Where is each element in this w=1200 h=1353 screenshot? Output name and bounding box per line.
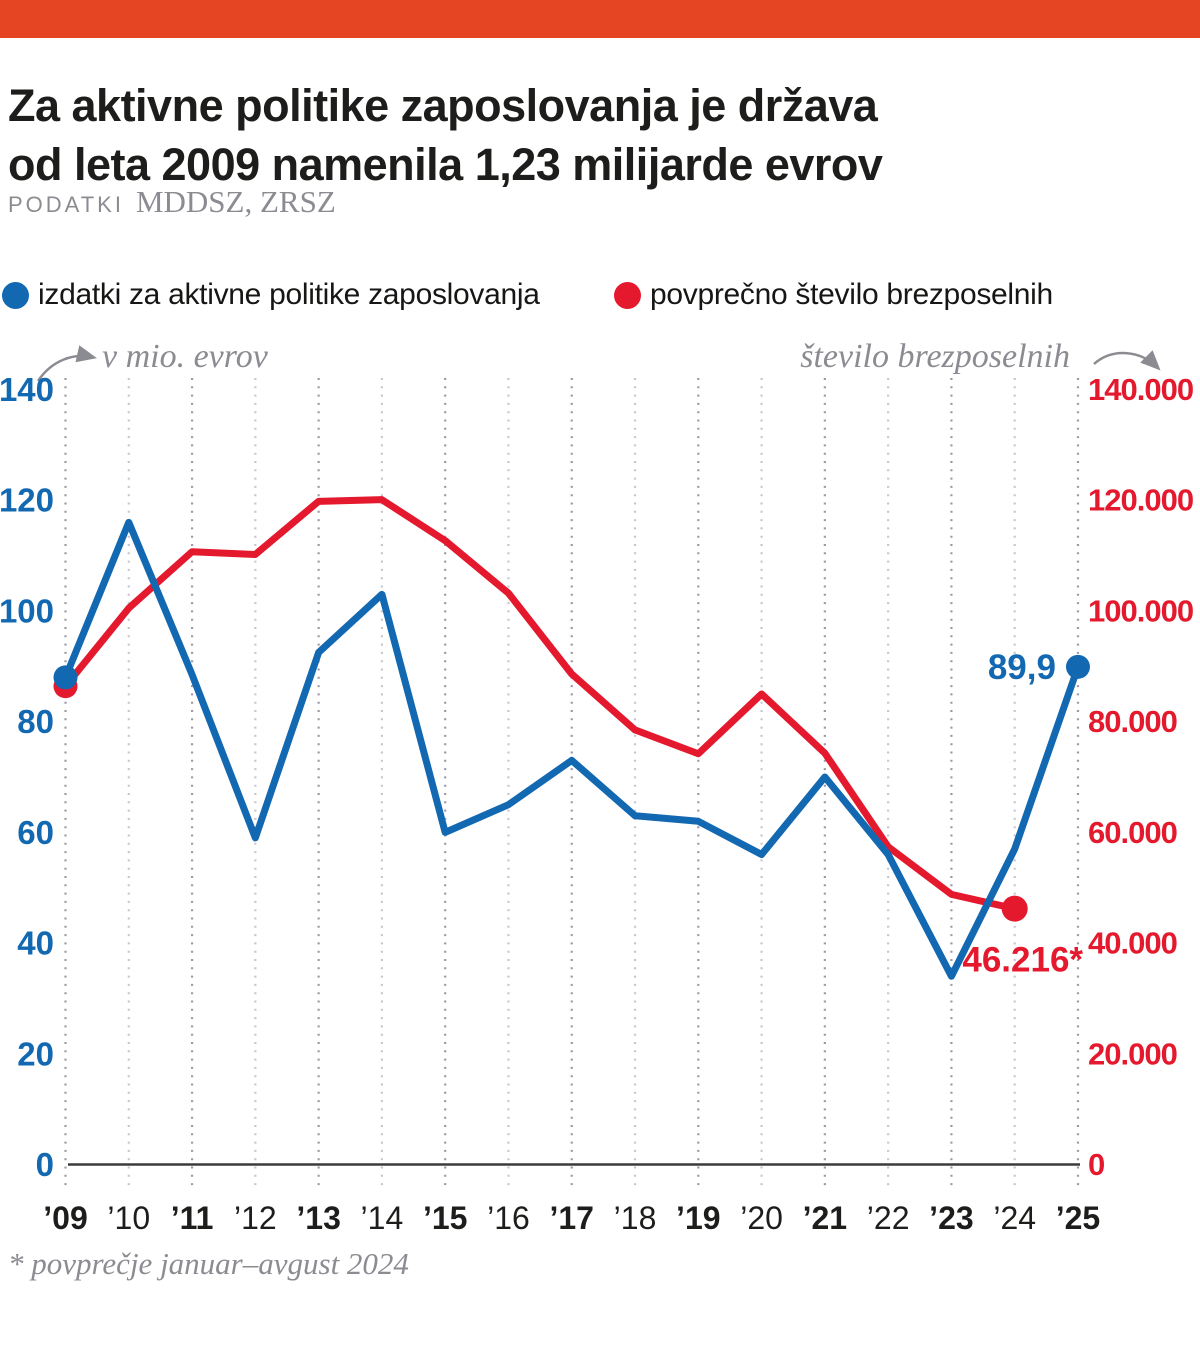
page-title-line2: od leta 2009 namenila 1,23 milijarde evr… — [8, 139, 883, 191]
left-axis-tick-label: 100 — [0, 592, 54, 629]
source-label: PODATKI — [8, 192, 124, 217]
left-axis-tick-label: 20 — [17, 1035, 54, 1072]
x-axis-tick-label: ’13 — [296, 1200, 340, 1236]
legend-dot-red-icon — [614, 281, 641, 309]
value-label: 89,9 — [988, 648, 1056, 687]
page-title: Za aktivne politike zaposlovanja je drža… — [8, 76, 1188, 194]
x-axis-tick-label: ’11 — [171, 1200, 214, 1236]
left-axis-tick-label: 0 — [36, 1146, 54, 1183]
data-source: PODATKI MDDSZ, ZRSZ — [8, 184, 336, 220]
data-point-dot — [53, 665, 78, 690]
left-axis-tick-label: 120 — [0, 482, 54, 519]
page-title-line1: Za aktivne politike zaposlovanja je drža… — [8, 80, 878, 132]
right-axis-tick-label: 60.000 — [1088, 815, 1177, 850]
source-value: MDDSZ, ZRSZ — [135, 184, 336, 219]
right-axis-tick-label: 0 — [1088, 1147, 1104, 1182]
legend-dot-blue-icon — [2, 281, 29, 309]
value-label: 46.216* — [962, 941, 1083, 980]
x-axis-tick-label: ’22 — [867, 1200, 910, 1236]
right-axis-tick-label: 80.000 — [1088, 704, 1177, 739]
x-axis-tick-label: ’09 — [43, 1200, 87, 1236]
data-point-dot — [1065, 654, 1090, 679]
left-axis-tick-label: 60 — [17, 814, 54, 851]
right-axis-tick-label: 100.000 — [1088, 593, 1193, 628]
x-axis-tick-label: ’19 — [676, 1200, 720, 1236]
chart-legend: izdatki za aktivne politike zaposlovanja… — [0, 278, 1200, 312]
legend-item-izdatki: izdatki za aktivne politike zaposlovanja — [2, 278, 540, 312]
x-axis-tick-label: ’21 — [803, 1200, 847, 1236]
footnote: * povprečje januar–avgust 2024 — [8, 1246, 409, 1281]
series-line — [62, 496, 1019, 913]
curved-arrow-down-right-icon — [1093, 350, 1161, 371]
left-axis-tick-label: 40 — [17, 925, 54, 962]
curved-arrow-up-right-icon — [36, 345, 97, 382]
x-axis-tick-label: ’14 — [361, 1200, 404, 1236]
right-axis-tick-label: 40.000 — [1088, 926, 1177, 961]
x-axis-tick-label: ’12 — [234, 1200, 277, 1236]
x-axis-tick-label: ’24 — [993, 1200, 1036, 1236]
series-line — [62, 518, 1082, 980]
legend-item-brezposelni: povprečno število brezposelnih — [614, 278, 1053, 312]
x-axis-tick-label: ’10 — [107, 1200, 150, 1236]
x-axis-tick-label: ’15 — [423, 1200, 467, 1236]
x-axis-tick-label: ’23 — [929, 1200, 973, 1236]
left-axis-tick-label: 80 — [17, 703, 54, 740]
legend-label: izdatki za aktivne politike zaposlovanja — [38, 278, 540, 311]
x-axis-tick-label: ’18 — [614, 1200, 657, 1236]
data-point-dot — [1001, 895, 1028, 922]
legend-label: povprečno število brezposelnih — [650, 278, 1053, 311]
right-axis-tick-label: 140.000 — [1088, 372, 1193, 407]
right-axis-caption: število brezposelnih — [800, 338, 1070, 375]
right-axis-tick-label: 20.000 — [1088, 1036, 1177, 1071]
x-axis-tick-label: ’16 — [487, 1200, 530, 1236]
left-axis-caption: v mio. evrov — [102, 338, 268, 375]
x-axis-tick-label: ’17 — [549, 1200, 593, 1236]
left-axis-tick-label: 140 — [0, 371, 54, 408]
right-axis-tick-label: 120.000 — [1088, 483, 1193, 518]
top-accent-bar — [0, 0, 1200, 38]
x-axis-tick-label: ’20 — [740, 1200, 783, 1236]
x-axis-tick-label: ’25 — [1056, 1200, 1100, 1236]
